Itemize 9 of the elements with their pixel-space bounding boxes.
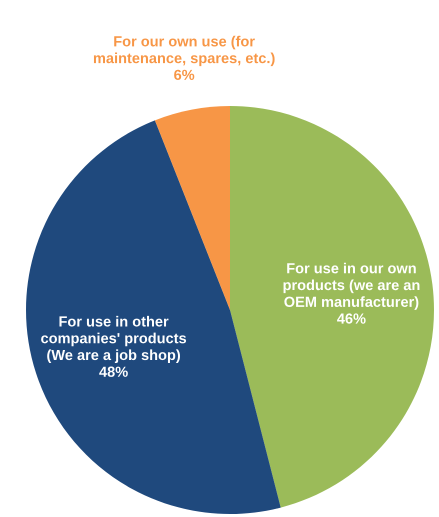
data-label: 48% — [99, 366, 128, 377]
slice-label: For use in other companies' products (We are a job shop) — [41, 316, 186, 364]
slice-label: For our own use (for maintenance, spares, etc.) — [94, 36, 275, 66]
pie-slice — [154, 106, 230, 310]
pie-slice — [26, 120, 281, 514]
slice-label: For use in our own products (we are an OEM manufacturer) — [284, 262, 420, 310]
data-label: 46% — [337, 313, 366, 324]
pie-slice — [230, 106, 434, 508]
data-label: 6% — [174, 70, 194, 80]
